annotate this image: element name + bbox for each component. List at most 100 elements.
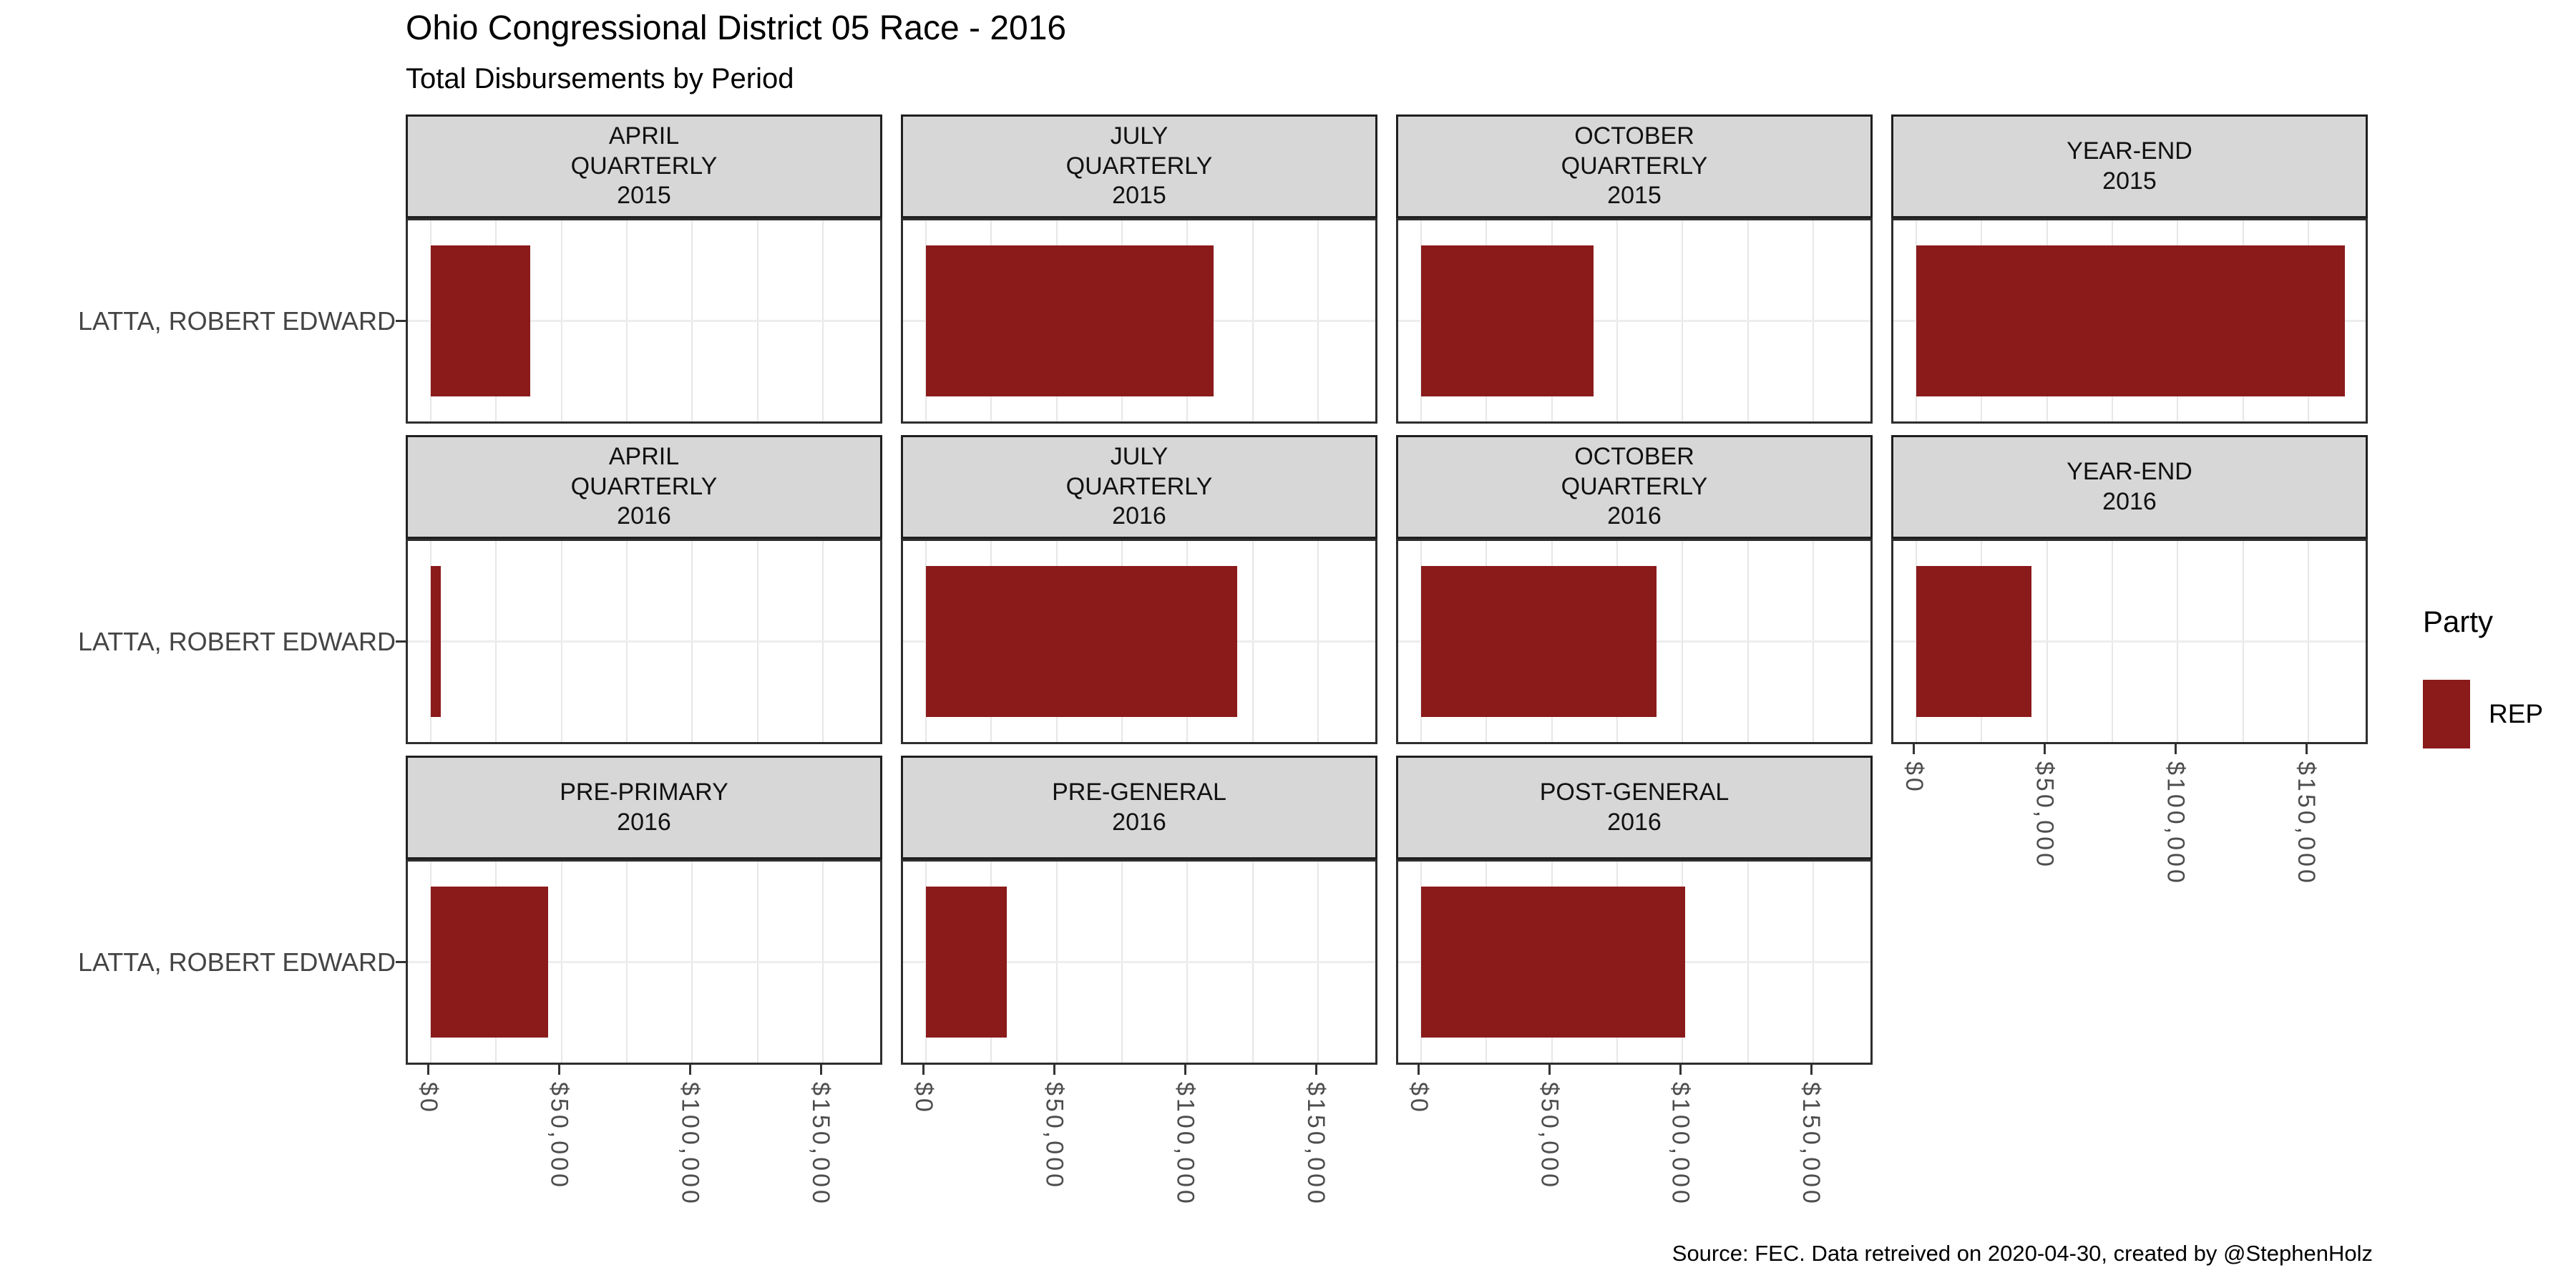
facet-strip: JULY QUARTERLY 2016 [901, 435, 1377, 539]
x-axis-tick-label: $50,000 [545, 1082, 573, 1190]
facet-strip-label: JULY QUARTERLY 2015 [1066, 122, 1213, 210]
x-axis-tick-label: $150,000 [1302, 1082, 1330, 1206]
facet-strip-line: QUARTERLY [570, 472, 718, 500]
x-axis-tick-label: $100,000 [1171, 1082, 1199, 1206]
facet-strip-line: 2015 [617, 182, 671, 210]
x-axis-tick-mark [1913, 744, 1916, 754]
facet-strip-label: OCTOBER QUARTERLY 2016 [1561, 442, 1708, 531]
disbursement-bar [1420, 566, 1657, 717]
facet-strip: POST-GENERAL 2016 [1396, 756, 1873, 859]
x-axis-tick-mark [1548, 1065, 1551, 1075]
facet-panel [1396, 218, 1873, 424]
facet-strip-line: 2016 [1112, 808, 1166, 836]
facet-strip-line: APRIL [608, 443, 680, 471]
disbursement-bar [1420, 245, 1594, 396]
y-axis-tick-mark [396, 640, 406, 643]
x-axis-tick-mark [1053, 1065, 1056, 1075]
facet-strip: JULY QUARTERLY 2015 [901, 114, 1377, 218]
facet-strip-line: QUARTERLY [1561, 152, 1708, 180]
chart-title: Ohio Congressional District 05 Race - 20… [406, 9, 1067, 47]
disbursement-bar [430, 245, 530, 396]
facet-strip-line: QUARTERLY [1065, 472, 1213, 500]
disbursement-bar [925, 566, 1237, 717]
legend-label-rep: REP [2489, 699, 2544, 728]
x-axis-tick-label: $0 [414, 1082, 442, 1115]
chart-subtitle: Total Disbursements by Period [406, 63, 794, 94]
x-axis-tick-mark [2305, 744, 2308, 754]
facet-strip: APRIL QUARTERLY 2016 [406, 435, 882, 539]
facet-strip-line: 2016 [617, 502, 671, 530]
facet-strip-line: QUARTERLY [1561, 472, 1708, 500]
facet-strip-line: 2016 [1112, 502, 1166, 530]
facet-strip-label: PRE-PRIMARY 2016 [560, 778, 728, 837]
facet-strip-line: YEAR-END [2067, 137, 2192, 165]
facet-strip-line: 2015 [1607, 182, 1662, 210]
facet-panel [901, 218, 1377, 424]
x-axis-tick-mark [558, 1065, 561, 1075]
disbursement-bar [925, 887, 1008, 1038]
gridline-horizontal [408, 640, 880, 643]
facet-strip-label: APRIL QUARTERLY 2015 [571, 122, 718, 210]
facet-strip-label: OCTOBER QUARTERLY 2015 [1561, 122, 1708, 210]
x-axis-tick-label: $0 [909, 1082, 937, 1115]
facet-panel [1891, 539, 2368, 744]
facet-panel [1396, 539, 1873, 744]
x-axis-tick-mark [922, 1065, 925, 1075]
facet-strip-label: PRE-GENERAL 2016 [1052, 778, 1226, 837]
disbursement-bar [1916, 245, 2346, 396]
x-axis-tick-label: $150,000 [1797, 1082, 1825, 1206]
facet-strip-label: JULY QUARTERLY 2016 [1066, 442, 1213, 531]
x-axis-tick-label: $0 [1405, 1082, 1433, 1115]
x-axis-tick-label: $150,000 [807, 1082, 835, 1206]
facet-strip: YEAR-END 2016 [1891, 435, 2368, 539]
x-axis-tick-mark [1679, 1065, 1682, 1075]
source-caption: Source: FEC. Data retreived on 2020-04-3… [1672, 1241, 2373, 1266]
gridline-horizontal [1398, 319, 1870, 322]
facet-strip-line: PRE-PRIMARY [560, 779, 728, 806]
gridline-horizontal [408, 960, 880, 963]
facet-panel [406, 218, 882, 424]
x-axis-tick-mark [1810, 1065, 1813, 1075]
facet-strip-line: 2015 [2102, 167, 2157, 195]
facet-strip-line: 2016 [1607, 808, 1662, 836]
y-axis-tick-mark [396, 320, 406, 322]
x-axis-tick-mark [688, 1065, 691, 1075]
facet-strip: PRE-GENERAL 2016 [901, 756, 1377, 859]
facet-panel [901, 859, 1377, 1065]
x-axis-tick-label: $100,000 [676, 1082, 704, 1206]
facet-strip-label: APRIL QUARTERLY 2016 [571, 442, 718, 531]
facet-panel [901, 539, 1377, 744]
x-axis-tick-label: $100,000 [2162, 761, 2190, 886]
disbursement-bar [1420, 887, 1685, 1038]
x-axis-tick-mark [1184, 1065, 1186, 1075]
facet-strip-line: QUARTERLY [570, 152, 718, 180]
y-axis-tick-mark [396, 961, 406, 963]
gridline-horizontal [903, 960, 1375, 963]
facet-strip-line: QUARTERLY [1065, 152, 1213, 180]
facet-strip: OCTOBER QUARTERLY 2016 [1396, 435, 1873, 539]
disbursement-bar [925, 245, 1214, 396]
facet-strip-label: YEAR-END 2015 [2067, 137, 2192, 196]
facet-strip-line: 2016 [617, 808, 671, 836]
facet-strip-line: 2015 [1112, 182, 1166, 210]
x-axis-tick-mark [1418, 1065, 1420, 1075]
facet-strip-line: OCTOBER [1574, 122, 1694, 150]
facet-strip-line: 2016 [2102, 487, 2157, 515]
facet-panel [1891, 218, 2368, 424]
facet-strip-label: YEAR-END 2016 [2067, 457, 2192, 517]
x-axis-tick-label: $100,000 [1667, 1082, 1694, 1206]
facet-panel [1396, 859, 1873, 1065]
legend-key-rep-swatch [2423, 680, 2470, 748]
x-axis-tick-mark [2174, 744, 2177, 754]
facet-strip-line: POST-GENERAL [1539, 779, 1729, 806]
x-axis-tick-mark [427, 1065, 430, 1075]
x-axis-tick-label: $150,000 [2293, 761, 2321, 886]
disbursement-bar [430, 566, 441, 717]
x-axis-tick-label: $0 [1900, 761, 1928, 794]
disbursement-bar [1916, 566, 2031, 717]
y-axis-label-candidate: LATTA, ROBERT EDWARD [77, 947, 396, 977]
x-axis-tick-label: $50,000 [2031, 761, 2059, 869]
x-axis-tick-label: $50,000 [1040, 1082, 1068, 1190]
facet-strip-line: JULY [1110, 122, 1169, 150]
